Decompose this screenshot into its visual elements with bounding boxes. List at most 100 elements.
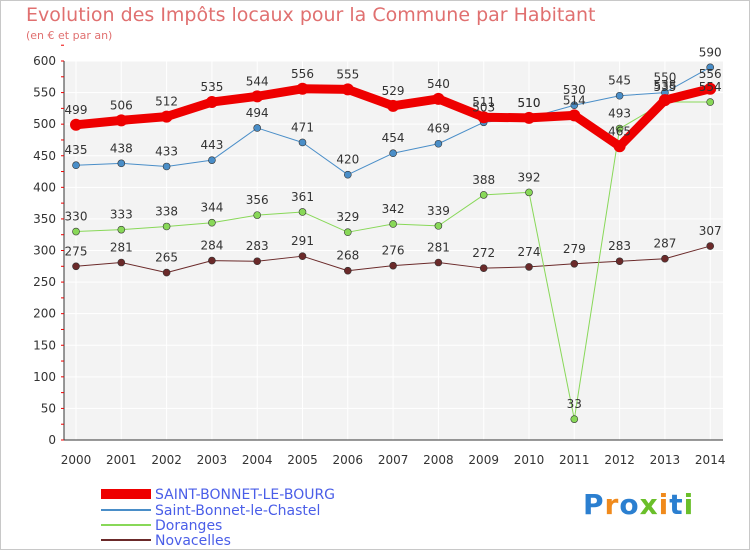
data-label: 443 (200, 138, 223, 152)
data-point (434, 222, 443, 230)
data-point (253, 257, 262, 266)
data-label: 545 (608, 74, 631, 88)
data-label: 283 (608, 239, 631, 253)
y-tick-label: 400 (33, 180, 56, 194)
data-point (615, 124, 624, 133)
data-label: 291 (291, 234, 314, 248)
data-point (117, 225, 126, 234)
chart-title: Evolution des Impôts locaux pour la Comm… (26, 4, 596, 26)
logo-letter: r (604, 488, 620, 521)
x-tick-label: 2001 (106, 453, 137, 467)
y-tick-label: 200 (33, 307, 56, 321)
data-label: 454 (382, 131, 405, 145)
logo-letter: i (658, 488, 670, 521)
data-point (389, 149, 397, 158)
data-point (253, 211, 262, 219)
data-point (115, 114, 128, 127)
data-point (706, 242, 715, 250)
data-point (162, 268, 171, 277)
x-tick-label: 2009 (468, 453, 499, 467)
data-point (343, 228, 352, 236)
data-label: 272 (472, 246, 495, 260)
data-label: 556 (291, 67, 314, 81)
x-tick-label: 2012 (604, 453, 635, 467)
data-point (706, 63, 715, 72)
data-point (615, 257, 624, 266)
data-label: 281 (110, 241, 133, 255)
data-point (296, 82, 309, 95)
data-point (658, 94, 671, 107)
data-point (72, 227, 80, 236)
data-label: 469 (427, 122, 450, 136)
x-tick-label: 2006 (333, 453, 364, 467)
chart-subtitle: (en € et par an) (26, 29, 113, 42)
data-point (253, 124, 262, 132)
data-label: 433 (155, 144, 178, 158)
data-label: 550 (653, 71, 676, 85)
data-label: 268 (336, 249, 359, 263)
data-point (162, 222, 171, 231)
y-tick-label: 250 (33, 275, 56, 289)
data-point (117, 258, 126, 267)
y-tick-label: 100 (33, 370, 56, 384)
data-label: 540 (427, 77, 450, 91)
legend-label: SAINT-BONNET-LE-BOURG (155, 487, 335, 503)
x-tick-label: 2010 (514, 453, 545, 467)
data-label: 493 (608, 107, 631, 121)
y-tick-label: 350 (33, 212, 56, 226)
data-point (434, 258, 443, 267)
data-point (568, 109, 581, 122)
data-point (298, 208, 307, 216)
data-point (341, 83, 354, 96)
data-label: 511 (472, 95, 495, 109)
data-label: 265 (155, 251, 178, 265)
data-point (525, 263, 533, 271)
x-tick-label: 2008 (423, 453, 454, 467)
data-point (479, 264, 488, 272)
data-label: 499 (65, 103, 88, 117)
data-label: 544 (246, 74, 269, 88)
x-tick-label: 2007 (378, 453, 409, 467)
data-point (298, 252, 307, 260)
data-label: 356 (246, 193, 269, 207)
data-label: 330 (65, 210, 88, 224)
y-tick-label: 550 (33, 86, 56, 100)
x-tick-label: 2002 (151, 453, 182, 467)
y-tick-label: 500 (33, 117, 56, 131)
y-tick-label: 600 (33, 54, 56, 68)
legend-label: Doranges (155, 518, 222, 534)
data-point (477, 111, 490, 124)
y-tick-label: 300 (33, 244, 56, 258)
data-label: 510 (518, 96, 541, 110)
y-tick-label: 0 (48, 433, 56, 447)
data-point (208, 218, 216, 227)
data-label: 342 (382, 202, 405, 216)
data-label: 344 (200, 201, 223, 215)
data-point (661, 254, 669, 263)
data-point (208, 256, 216, 265)
logo-letter: i (683, 488, 695, 521)
data-point (70, 118, 82, 131)
data-label: 529 (382, 84, 405, 98)
data-label: 279 (563, 242, 586, 256)
data-label: 530 (563, 83, 586, 97)
data-label: 33 (567, 397, 582, 411)
data-label: 494 (246, 106, 269, 120)
data-label: 435 (65, 143, 88, 157)
data-label: 281 (427, 241, 450, 255)
data-point (208, 156, 216, 164)
data-label: 275 (65, 244, 88, 258)
x-tick-label: 2000 (61, 453, 92, 467)
data-point (117, 159, 126, 168)
data-label: 329 (336, 210, 359, 224)
data-point (72, 262, 80, 271)
data-label: 590 (699, 45, 722, 59)
data-label: 554 (699, 80, 722, 94)
data-point (298, 138, 307, 147)
x-tick-label: 2011 (559, 453, 590, 467)
data-point (570, 259, 579, 268)
data-point (162, 162, 171, 171)
data-label: 556 (699, 67, 722, 81)
data-point (570, 101, 579, 110)
